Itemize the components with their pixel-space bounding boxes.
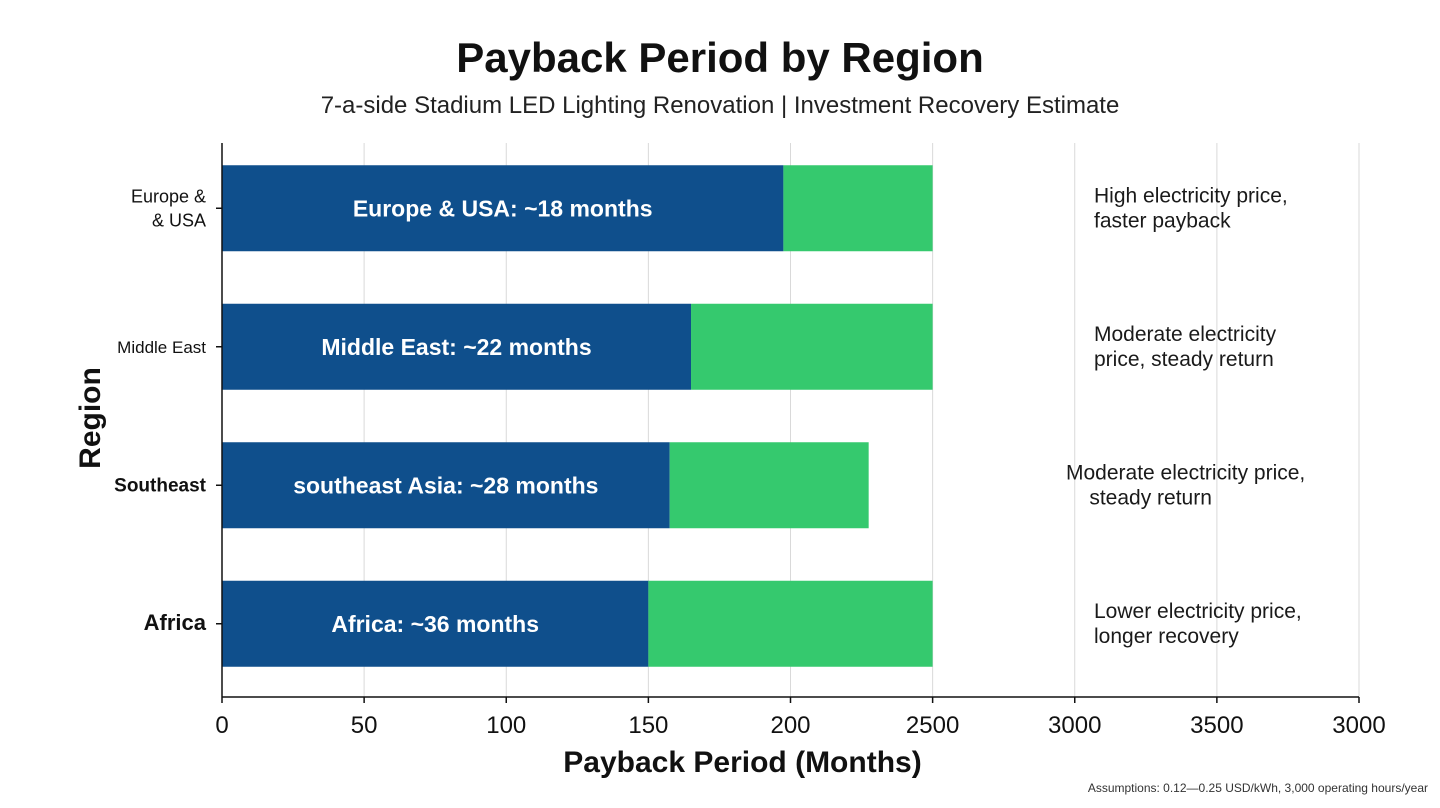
- bar-annotation: faster payback: [1094, 209, 1231, 232]
- bar-data-label: Middle East: ~22 months: [321, 334, 591, 360]
- bar-annotation: Moderate electricity price,: [1066, 461, 1305, 484]
- x-tick-label: 50: [351, 712, 378, 739]
- x-tick-label: 0: [215, 712, 228, 739]
- x-axis-title: Payback Period (Months): [563, 746, 921, 779]
- x-tick-label: 3000: [1332, 712, 1385, 739]
- x-tick-label: 200: [770, 712, 810, 739]
- bar-annotation: Moderate electricity: [1094, 323, 1277, 346]
- y-tick-label: Southeast: [114, 475, 207, 496]
- y-axis-title: Region: [74, 367, 107, 469]
- bar-primary: [222, 303, 692, 390]
- y-tick-label: Africa: [144, 610, 207, 635]
- y-tick-label: Middle East: [117, 338, 206, 357]
- bar-data-label: southeast Asia: ~28 months: [293, 472, 598, 498]
- bar-data-label: Africa: ~36 months: [331, 611, 539, 637]
- bar-annotation: steady return: [1066, 486, 1212, 509]
- chart-title: Payback Period by Region: [456, 34, 984, 81]
- x-tick-label: 3500: [1190, 712, 1243, 739]
- bar-secondary: [669, 442, 869, 529]
- x-tick-label: 3000: [1048, 712, 1101, 739]
- bar-secondary: [691, 303, 933, 390]
- bar-annotation: Lower electricity price,: [1094, 600, 1302, 623]
- bar-primary: [222, 580, 649, 667]
- x-tick-label: 100: [486, 712, 526, 739]
- x-tick-label: 2500: [906, 712, 959, 739]
- bar-secondary: [783, 165, 933, 252]
- bar-primary: [222, 442, 670, 529]
- bar-annotation: price, steady return: [1094, 348, 1274, 371]
- y-tick-label: Europe &: [131, 186, 206, 206]
- assumptions-footnote: Assumptions: 0.12—0.25 USD/kWh, 3,000 op…: [1087, 781, 1428, 795]
- y-tick-label: & USA: [152, 210, 206, 230]
- bar-data-label: Europe & USA: ~18 months: [353, 195, 653, 221]
- bar-annotation: longer recovery: [1094, 625, 1239, 648]
- x-tick-label: 150: [628, 712, 668, 739]
- bar-annotation: High electricity price,: [1094, 184, 1288, 207]
- chart-subtitle: 7-a-side Stadium LED Lighting Renovation…: [320, 92, 1120, 119]
- bar-primary: [222, 165, 784, 252]
- bar-secondary: [648, 580, 933, 667]
